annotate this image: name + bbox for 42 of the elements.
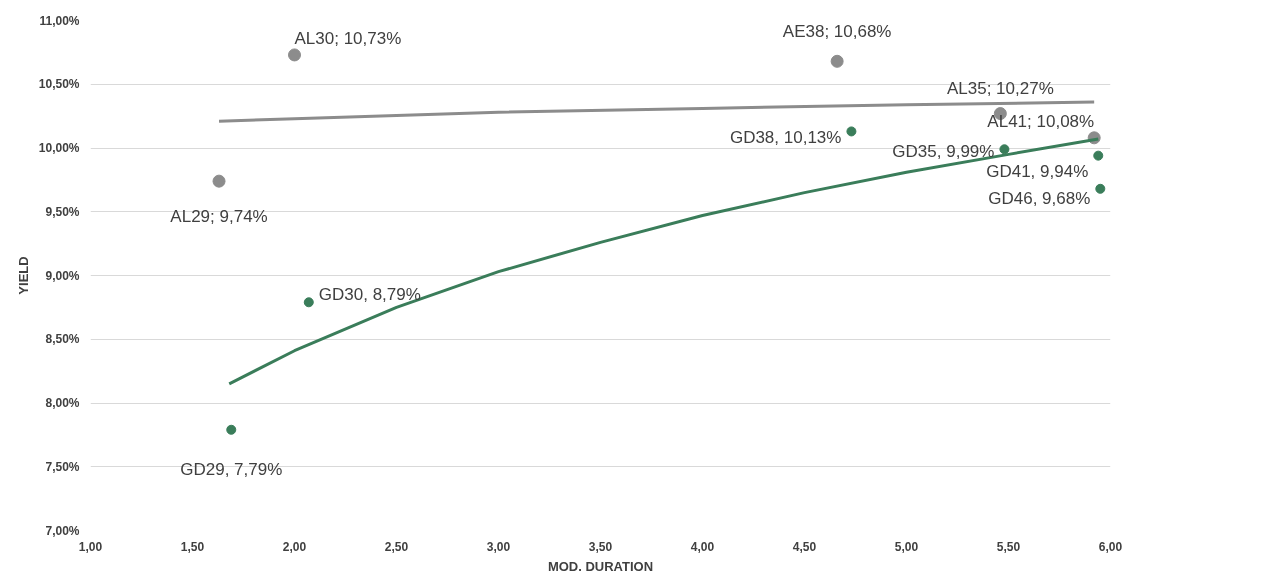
point [1095,183,1106,194]
x-tick-label: 5,00 [894,539,919,554]
x-axis-title: MOD. DURATION [547,558,654,574]
y-tick-label: 8,50% [45,332,80,347]
data-label: GD41, 9,94% [986,162,1089,182]
x-tick-label: 3,50 [588,539,613,554]
data-label: GD29, 7,79% [180,459,283,479]
y-tick-label: 11,00% [39,13,80,28]
x-tick-label: 1,50 [180,539,205,554]
data-label: GD38, 10,13% [729,127,842,147]
data-label: AL41; 10,08% [987,112,1095,132]
x-tick-label: 2,50 [384,539,409,554]
x-tick-label: 3,00 [486,539,511,554]
x-tick-label: 6,00 [1098,539,1123,554]
y-tick-label: 10,50% [38,77,80,92]
y-tick-label: 10,00% [38,141,80,155]
y-axis-title: YIELD [15,256,31,295]
y-tick-label: 7,50% [45,459,80,474]
y-tick-label: 8,00% [45,396,80,410]
data-label: GD35, 9,99% [892,141,995,161]
x-tick-label: 5,50 [996,539,1021,554]
point [303,297,314,308]
x-tick-label: 4,50 [792,539,817,554]
x-tick-label: 4,00 [690,539,715,554]
data-label: GD30, 8,79% [318,284,421,304]
y-tick-label: 9,00% [45,268,80,283]
x-tick-label: 2,00 [282,539,307,554]
point [830,54,844,68]
data-label: AL35; 10,27% [946,78,1054,98]
x-tick-label: 1,00 [78,539,103,554]
data-label: AL30; 10,73% [294,29,402,49]
data-label: AL29; 9,74% [170,207,268,227]
y-tick-label: 9,50% [45,204,80,219]
point [1093,150,1104,161]
point [212,174,226,188]
data-label: AE38; 10,68% [782,22,892,42]
data-label: GD46, 9,68% [988,189,1091,209]
point [999,144,1010,155]
point [226,424,237,435]
point [846,126,857,137]
point [288,48,301,62]
y-tick-label: 7,00% [45,523,80,538]
